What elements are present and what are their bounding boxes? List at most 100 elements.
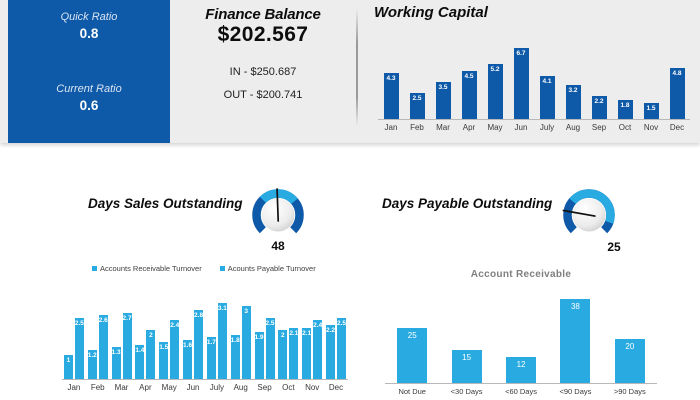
turnover-bar[interactable]: 1.7 (207, 337, 216, 379)
category-label: Sep (591, 123, 607, 132)
turnover-bar[interactable]: 2 (278, 330, 288, 379)
bar-group: 1.5 2.4 (157, 320, 181, 379)
finance-balance-panel: Finance Balance $202.567 IN - $250.687 O… (170, 0, 356, 143)
kpi-band: Quick Ratio 0.8 Current Ratio 0.6 Financ… (0, 0, 700, 143)
turnover-chart[interactable]: 1 2.5 1.2 2.6 1.3 2.7 1.4 2 1.5 2.4 1.6 2.8 1.7 3.1 1.… (62, 296, 348, 392)
turnover-legend: Accounts Receivable Turnover Acounts Pay… (92, 264, 316, 273)
bar-group: 38 (548, 299, 602, 383)
working_capital-bar[interactable]: 2.2 (591, 95, 607, 119)
category-label: Jun (514, 123, 528, 132)
bar-group: 12 (494, 356, 548, 383)
category-label: July (209, 383, 224, 392)
category-label: Nov (643, 123, 659, 132)
bar-group: 6.7 (508, 47, 534, 119)
gauge-needle-icon (562, 209, 596, 217)
account-receivable-chart[interactable]: 25 15 12 38 20 Not Due <30 Days <60 Days <90 Da… (385, 296, 657, 396)
bar-group: 1.4 2 (133, 330, 157, 379)
bar-value-label: 1.4 (135, 346, 145, 354)
turnover-bar[interactable]: 1.8 (231, 334, 240, 379)
bar-value-label: 4.3 (386, 75, 396, 83)
working_capital-bar[interactable]: 1.8 (617, 99, 633, 119)
bar-value-label: 2.8 (194, 312, 204, 320)
gauge-highlight-arc (259, 189, 298, 205)
bar-group: 15 (439, 350, 493, 383)
working_capital-bar[interactable]: 5.2 (487, 63, 503, 119)
turnover-bar[interactable]: 1.9 (255, 332, 264, 379)
bar-group: 3.2 (560, 85, 586, 119)
bar-group: 1.3 2.7 (110, 312, 134, 379)
category-label: Dec (669, 123, 685, 132)
turnover-bar[interactable]: 2.5 (266, 317, 275, 379)
turnover-bar[interactable]: 1.6 (183, 339, 192, 379)
working_capital-bar[interactable]: 4.8 (669, 68, 685, 119)
turnover-bar[interactable]: 2.5 (337, 317, 346, 379)
account_receivable-bar[interactable]: 25 (397, 328, 428, 383)
dso-title: Days Sales Outstanding (88, 196, 243, 211)
turnover-bar[interactable]: 2.4 (170, 320, 179, 379)
turnover-bar[interactable]: 1.4 (135, 344, 145, 379)
working_capital-bar[interactable]: 4.1 (539, 75, 555, 119)
current-ratio-label: Current Ratio (56, 83, 122, 95)
working_capital-bar[interactable]: 4.5 (461, 71, 477, 119)
bar-group: 2.5 (404, 92, 430, 119)
bar-value-label: 2.5 (412, 94, 422, 102)
working-capital-chart[interactable]: 4.3 2.5 3.5 4.5 5.2 6.7 4.1 3.2 2.2 1.8 1.5 4.8 Jan… (378, 35, 690, 132)
bar-value-label: 2.1 (302, 329, 312, 337)
account_receivable-bar[interactable]: 12 (506, 356, 537, 383)
turnover-bar[interactable]: 2.8 (194, 310, 203, 379)
category-label: Not Due (398, 387, 426, 396)
dpo-gauge[interactable] (561, 187, 617, 237)
quick-ratio-label: Quick Ratio (60, 11, 118, 23)
legend-label: Acounts Payable Turnover (227, 264, 316, 273)
bar-value-label: 2.4 (313, 322, 323, 330)
working_capital-bar[interactable]: 1.5 (643, 103, 659, 119)
working_capital-bar[interactable]: 6.7 (513, 47, 529, 119)
turnover-bar[interactable]: 1.2 (88, 349, 97, 379)
turnover-bar[interactable]: 1.5 (159, 342, 168, 379)
bar-value-label: 1.5 (159, 344, 169, 352)
legend-item-accounts-receivable[interactable]: Accounts Receivable Turnover (92, 264, 202, 273)
bar-value-label: 2.6 (98, 317, 108, 325)
turnover-bar[interactable]: 2.1 (289, 327, 299, 379)
account_receivable-bar[interactable]: 20 (614, 339, 645, 383)
category-label: Jun (186, 383, 200, 392)
working_capital-bar[interactable]: 3.2 (565, 85, 581, 119)
account_receivable-bar[interactable]: 38 (560, 299, 591, 383)
category-label: Mar (436, 123, 450, 132)
category-label: Apr (139, 383, 152, 392)
bar-value-label: 3.2 (568, 87, 578, 95)
bar-value-label: 2.4 (170, 322, 180, 330)
category-label: Oct (282, 383, 295, 392)
bar-value-label: 1.8 (620, 101, 630, 109)
bar-group: 2.1 2.4 (300, 320, 324, 379)
bar-value-label: 4.5 (464, 73, 474, 81)
turnover-bar[interactable]: 1 (63, 354, 73, 379)
working_capital-bar[interactable]: 4.3 (383, 73, 399, 119)
turnover-bar[interactable]: 3 (241, 305, 251, 379)
category-label: Aug (565, 123, 581, 132)
bar-group: 4.5 (456, 71, 482, 119)
turnover-bar[interactable]: 3.1 (218, 303, 227, 379)
bar-value-label: 2.7 (122, 314, 132, 322)
turnover-bar[interactable]: 2 (146, 330, 156, 379)
finance-in-line: IN - $250.687 (229, 66, 297, 78)
turnover-bar[interactable]: 2.2 (326, 325, 335, 379)
turnover-bar[interactable]: 2.5 (75, 317, 84, 379)
legend-item-accounts-payable[interactable]: Acounts Payable Turnover (219, 264, 316, 273)
turnover-bar[interactable]: 1.3 (112, 347, 121, 379)
turnover-bar[interactable]: 2.1 (302, 327, 312, 379)
working_capital-bar[interactable]: 2.5 (409, 92, 425, 119)
bar-value-label: 4.1 (542, 77, 552, 85)
turnover-bar[interactable]: 2.4 (313, 320, 322, 379)
bar-value-label: 1.9 (254, 334, 264, 342)
bar-value-label: 2.1 (289, 329, 299, 337)
dso-gauge[interactable] (250, 187, 306, 237)
turnover-bar[interactable]: 2.6 (99, 315, 108, 379)
ratio-panel[interactable]: Quick Ratio 0.8 Current Ratio 0.6 (8, 0, 170, 143)
account_receivable-bar[interactable]: 15 (451, 350, 482, 383)
working_capital-bar[interactable]: 3.5 (435, 81, 451, 119)
turnover-bar[interactable]: 2.7 (122, 312, 132, 379)
dpo_gauge-svg (562, 189, 615, 234)
legend-square-icon (219, 266, 225, 271)
